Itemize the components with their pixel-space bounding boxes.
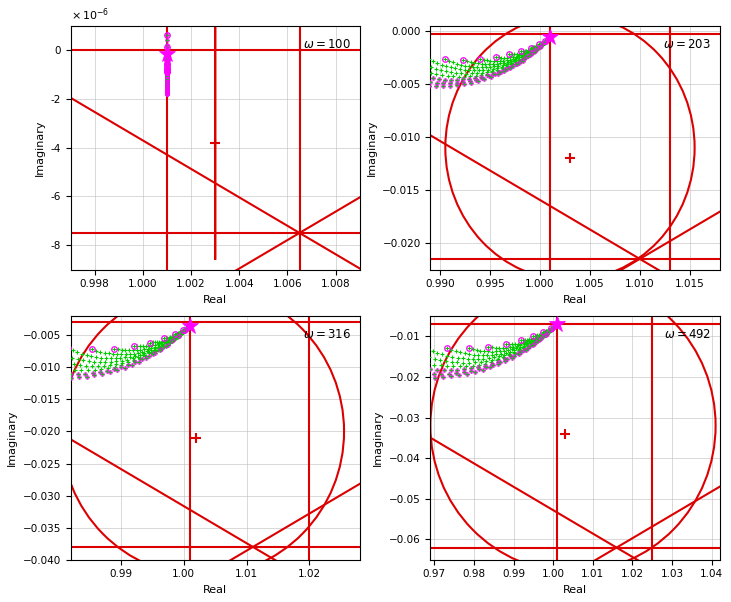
X-axis label: Real: Real [203,295,227,305]
Text: $\omega = 316$: $\omega = 316$ [303,328,351,341]
Y-axis label: Imaginary: Imaginary [367,119,376,176]
X-axis label: Real: Real [203,585,227,595]
Y-axis label: Imaginary: Imaginary [374,409,383,466]
Text: $\omega = 100$: $\omega = 100$ [303,38,351,51]
Text: $\omega = 203$: $\omega = 203$ [663,38,711,51]
X-axis label: Real: Real [563,585,587,595]
Text: $\times\,10^{-6}$: $\times\,10^{-6}$ [71,7,109,23]
X-axis label: Real: Real [563,295,587,305]
Y-axis label: Imaginary: Imaginary [7,409,17,466]
Text: $\omega = 492$: $\omega = 492$ [664,328,711,341]
Y-axis label: Imaginary: Imaginary [35,119,45,176]
